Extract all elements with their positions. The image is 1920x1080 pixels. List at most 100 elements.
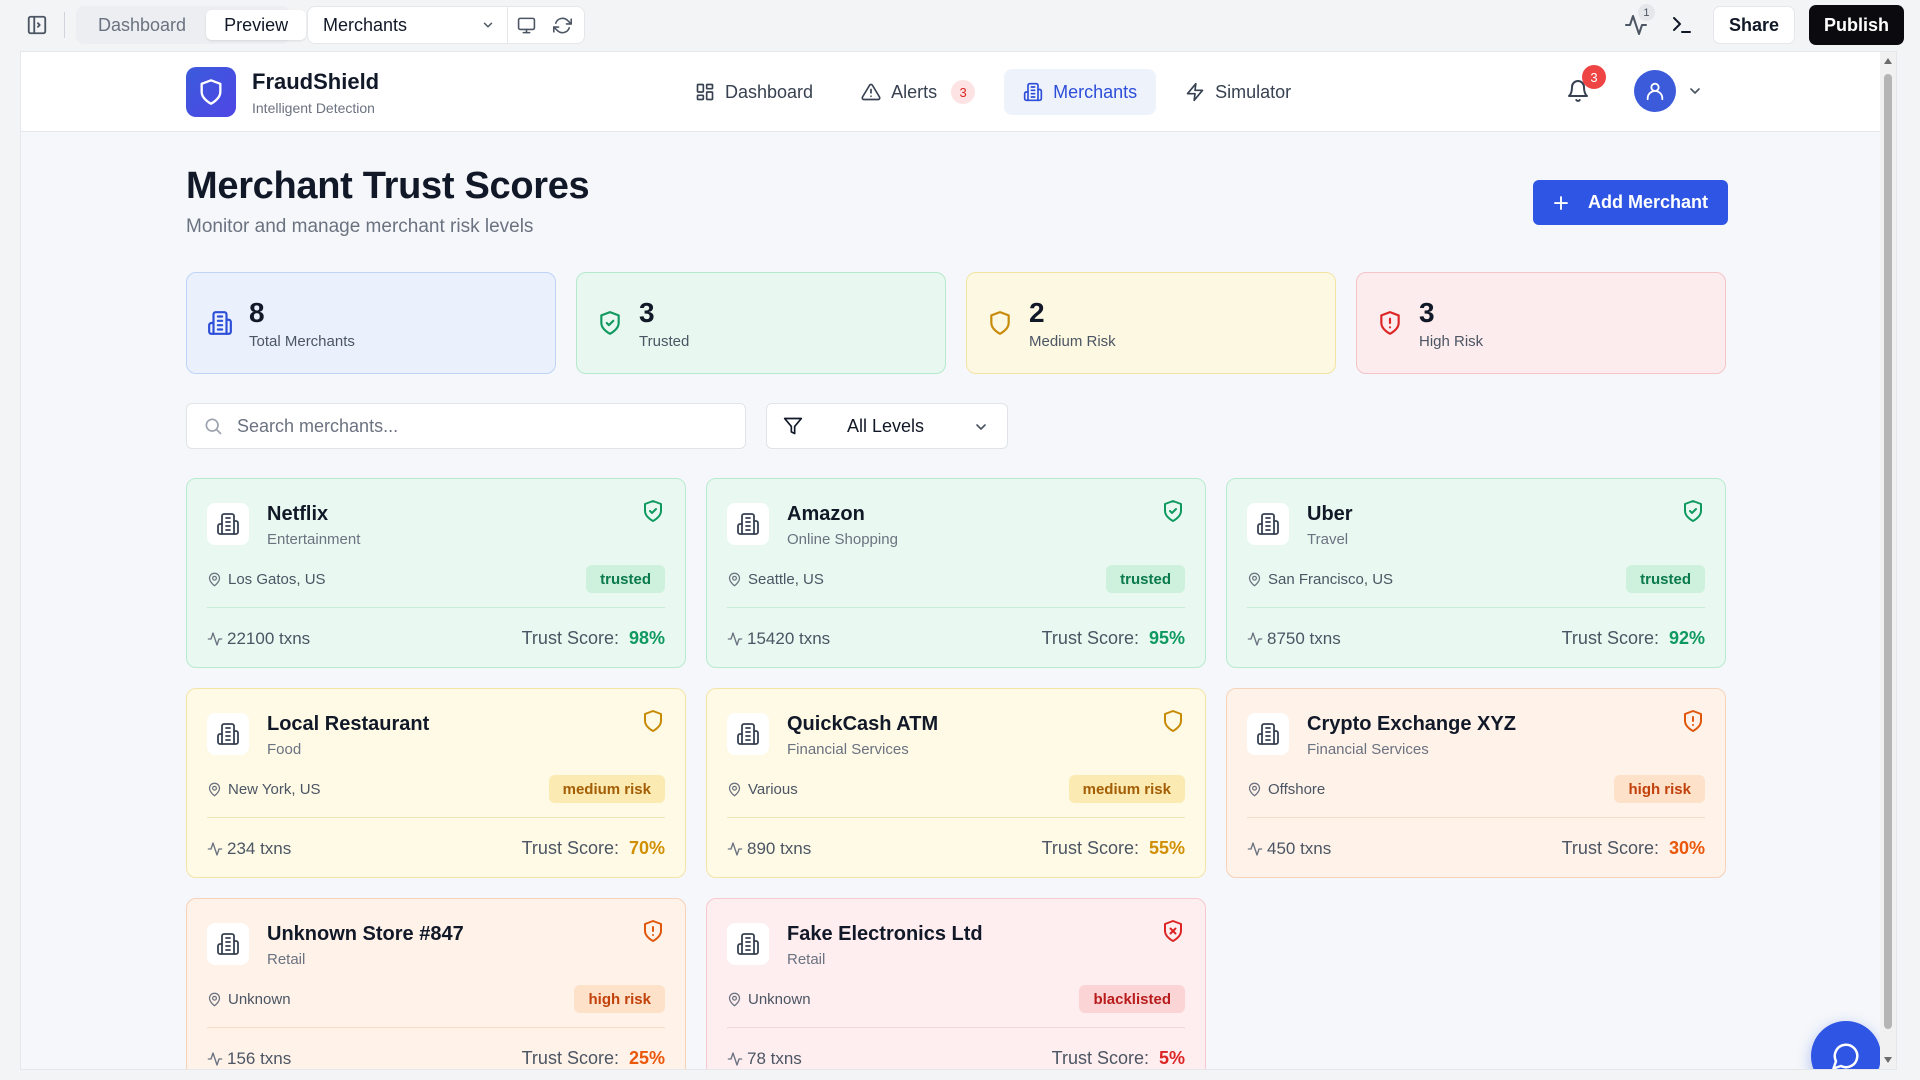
share-button[interactable]: Share — [1712, 6, 1795, 44]
merchant-card[interactable]: Netflix Entertainment Los Gatos, US trus… — [186, 478, 686, 668]
building-icon — [207, 713, 249, 755]
txn-count: 15420 txns — [747, 629, 831, 648]
txn-count: 156 txns — [227, 1049, 292, 1068]
building-icon — [207, 923, 249, 965]
activity-icon — [1624, 13, 1648, 37]
merchant-category: Retail — [267, 951, 306, 968]
merchant-category: Financial Services — [787, 741, 909, 758]
merchant-card[interactable]: Amazon Online Shopping Seattle, US trust… — [706, 478, 1206, 668]
merchant-category: Financial Services — [1307, 741, 1429, 758]
building-icon — [1023, 82, 1043, 102]
chevron-down-icon — [481, 18, 495, 32]
trust-score-label: Trust Score: — [1561, 838, 1659, 858]
sidebar-toggle-icon[interactable] — [26, 14, 48, 36]
shield-check-icon — [597, 310, 623, 336]
merchant-card[interactable]: Crypto Exchange XYZ Financial Services O… — [1226, 688, 1726, 878]
brand-subtitle: Intelligent Detection — [252, 99, 375, 116]
building-icon — [207, 310, 233, 336]
add-merchant-button[interactable]: Add Merchant — [1533, 180, 1728, 225]
scroll-thumb[interactable] — [1884, 74, 1892, 1029]
terminal-button[interactable] — [1665, 10, 1699, 40]
stat-label: Total Merchants — [249, 332, 355, 350]
route-select[interactable]: Merchants — [308, 7, 508, 43]
merchant-category: Online Shopping — [787, 531, 898, 548]
trust-score: Trust Score: 25% — [522, 1048, 665, 1069]
merchant-card[interactable]: Unknown Store #847 Retail Unknown high r… — [186, 898, 686, 1069]
nav-label: Simulator — [1215, 81, 1292, 102]
scrollbar[interactable] — [1880, 52, 1896, 1069]
card-divider — [1247, 607, 1705, 608]
merchant-transactions: 8750 txns — [1247, 629, 1341, 649]
trust-score-label: Trust Score: — [1051, 1048, 1149, 1068]
scroll-down-arrow[interactable] — [1884, 1057, 1892, 1063]
map-pin-icon — [1247, 572, 1262, 587]
trust-score-value: 95% — [1148, 628, 1185, 648]
trust-score: Trust Score: 30% — [1562, 838, 1705, 859]
status-badge: high risk — [574, 985, 665, 1013]
merchant-transactions: 234 txns — [207, 839, 291, 859]
merchant-name: Local Restaurant — [267, 713, 430, 735]
chevron-down-icon[interactable] — [1687, 83, 1703, 99]
stat-label: Trusted — [639, 332, 690, 350]
merchant-transactions: 78 txns — [727, 1049, 802, 1069]
risk-level-select[interactable]: All Levels — [766, 403, 1008, 449]
trust-score: Trust Score: 98% — [522, 628, 665, 649]
activity-count: 1 — [1637, 4, 1655, 21]
merchant-location: Unknown — [207, 991, 291, 1008]
trust-score: Trust Score: 55% — [1042, 838, 1185, 859]
location-text: New York, US — [228, 781, 321, 798]
building-icon — [727, 503, 769, 545]
map-pin-icon — [207, 782, 222, 797]
status-badge: trusted — [1106, 565, 1185, 593]
nav-merchants[interactable]: Merchants — [1004, 69, 1157, 115]
search-input[interactable] — [237, 415, 717, 437]
activity-button[interactable]: 1 — [1621, 4, 1655, 40]
avatar[interactable] — [1634, 70, 1676, 112]
scroll-up-arrow[interactable] — [1884, 58, 1892, 64]
shield-icon — [641, 709, 665, 733]
activity-icon — [727, 1051, 743, 1067]
trust-score-label: Trust Score: — [1561, 628, 1659, 648]
risk-level-value: All Levels — [847, 415, 925, 436]
toolbar-divider — [64, 12, 65, 38]
merchant-name: QuickCash ATM — [787, 713, 939, 735]
route-bar: Merchants — [307, 6, 585, 44]
stat-trusted: 3 Trusted — [576, 272, 946, 374]
trust-score: Trust Score: 95% — [1042, 628, 1185, 649]
stat-value: 8 — [249, 296, 265, 328]
chat-button[interactable] — [1811, 1021, 1881, 1069]
route-select-value: Merchants — [323, 14, 408, 35]
device-preview-button[interactable] — [508, 7, 544, 43]
nav-simulator[interactable]: Simulator — [1166, 69, 1310, 115]
merchant-card[interactable]: QuickCash ATM Financial Services Various… — [706, 688, 1206, 878]
brand-text: FraudShield Intelligent Detection — [252, 69, 379, 116]
merchant-card[interactable]: Fake Electronics Ltd Retail Unknown blac… — [706, 898, 1206, 1069]
nav-alerts[interactable]: Alerts 3 — [842, 69, 994, 115]
merchant-card[interactable]: Uber Travel San Francisco, US trusted 87… — [1226, 478, 1726, 668]
publish-button[interactable]: Publish — [1808, 5, 1904, 45]
bell-icon — [1566, 79, 1592, 103]
activity-icon — [1247, 631, 1263, 647]
tab-dashboard[interactable]: Dashboard — [98, 14, 187, 35]
notification-count: 3 — [1582, 65, 1606, 89]
card-divider — [727, 817, 1185, 818]
notifications-button[interactable]: 3 — [1566, 65, 1606, 105]
merchant-location: Offshore — [1247, 781, 1325, 798]
stat-label: Medium Risk — [1029, 332, 1116, 350]
merchant-category: Entertainment — [267, 531, 361, 548]
merchant-location: Various — [727, 781, 798, 798]
brand[interactable]: FraudShield Intelligent Detection — [186, 67, 379, 117]
refresh-button[interactable] — [544, 7, 580, 43]
plus-icon — [1552, 194, 1570, 212]
merchant-card[interactable]: Local Restaurant Food New York, US mediu… — [186, 688, 686, 878]
trust-score-value: 5% — [1158, 1048, 1185, 1068]
building-icon — [207, 503, 249, 545]
nav-dashboard[interactable]: Dashboard — [676, 69, 832, 115]
status-badge: trusted — [1626, 565, 1705, 593]
shield-icon — [1161, 709, 1185, 733]
shield-logo-icon — [186, 67, 236, 117]
shield-icon — [987, 310, 1013, 336]
txn-count: 890 txns — [747, 839, 812, 858]
tab-preview[interactable]: Preview — [206, 10, 307, 40]
trust-score: Trust Score: 92% — [1562, 628, 1705, 649]
